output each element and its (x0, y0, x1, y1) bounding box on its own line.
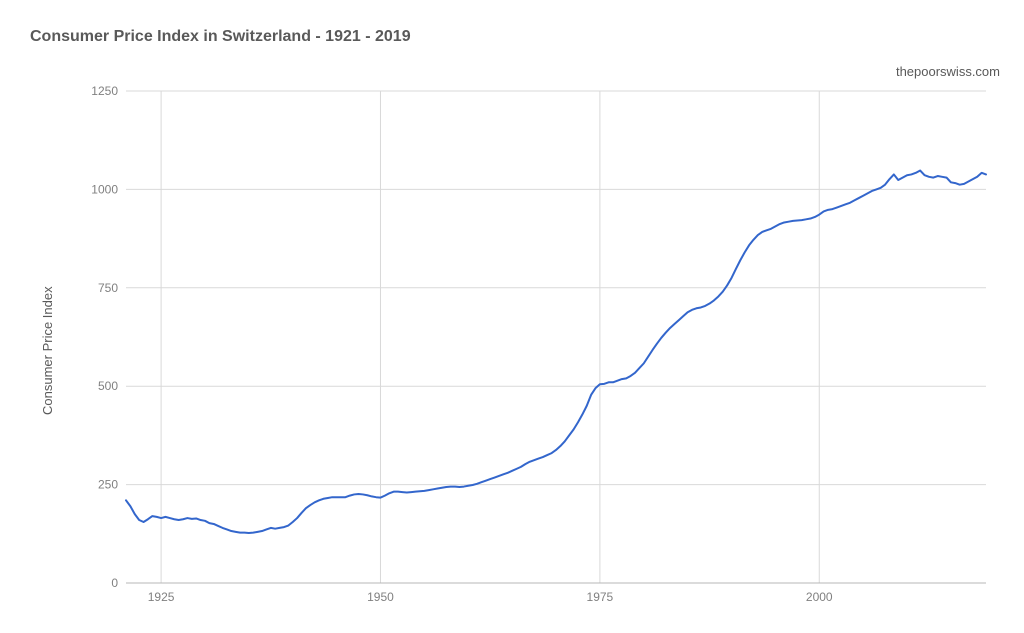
x-tick-label: 1975 (587, 590, 614, 604)
attribution-text: thepoorswiss.com (896, 64, 1000, 79)
y-tick-label: 750 (98, 281, 118, 295)
plot-area: 0 250 500 750 1000 1250 1925 1950 1975 2000 (84, 85, 1000, 607)
y-tick-label: 1000 (91, 182, 118, 196)
chart-container: { "title": { "text": "Consumer Price Ind… (0, 0, 1024, 633)
y-tick-label: 500 (98, 379, 118, 393)
y-tick-label: 0 (111, 576, 118, 590)
y-axis-label: Consumer Price Index (40, 286, 55, 415)
cpi-series-line (126, 171, 986, 534)
chart-svg: 0 250 500 750 1000 1250 1925 1950 1975 2000 (84, 85, 1000, 607)
chart-title: Consumer Price Index in Switzerland - 19… (30, 28, 411, 46)
y-tick-label: 1250 (91, 85, 118, 98)
x-tick-label: 1950 (367, 590, 394, 604)
x-tick-label: 1925 (148, 590, 175, 604)
x-tick-label: 2000 (806, 590, 833, 604)
y-tick-label: 250 (98, 478, 118, 492)
